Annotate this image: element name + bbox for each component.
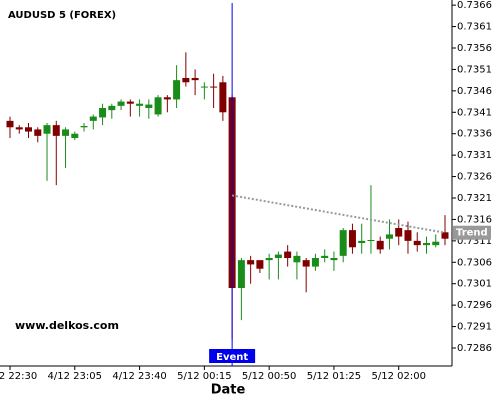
y-tick-label: 0.7331 [457, 150, 492, 161]
y-tick-label: 0.7336 [457, 129, 492, 140]
y-tick-label: 0.7316 [457, 214, 492, 225]
candle-body [43, 125, 51, 134]
y-tick-label: 0.7301 [457, 279, 492, 290]
candle-body [126, 101, 134, 104]
y-tick-label: 0.7341 [457, 107, 492, 118]
candle-body [191, 78, 199, 81]
candle-body [89, 116, 97, 121]
trend-line [231, 194, 446, 234]
candle-body [163, 97, 171, 100]
candle-body [432, 241, 440, 246]
y-tick-label: 0.7306 [457, 257, 492, 268]
y-tick-label: 0.7296 [457, 300, 492, 311]
y-tick-label: 0.7321 [457, 193, 492, 204]
y-tick-label: 0.7351 [457, 64, 492, 75]
candle-body [182, 78, 190, 83]
y-tick-label: 0.7361 [457, 22, 492, 33]
candle-body [117, 101, 125, 106]
y-tick-label: 0.7291 [457, 322, 492, 333]
candle-body [330, 258, 338, 261]
chart-title: AUDUSD 5 (FOREX) [8, 10, 116, 21]
watermark: www.delkos.com [15, 319, 119, 332]
candle-body [6, 120, 14, 128]
candle-body [358, 240, 366, 243]
candle-body [302, 260, 310, 267]
candle-body [413, 240, 421, 246]
candle-body [385, 234, 393, 239]
trend-label: Trend [456, 228, 488, 239]
candle-body [311, 258, 319, 267]
candle-body [99, 108, 107, 118]
candle-body [256, 260, 264, 269]
x-tick-label: 5/12 00:15 [177, 371, 231, 382]
candle-body [376, 240, 384, 250]
event-label: Event [216, 352, 248, 363]
candle-body [80, 126, 88, 128]
candle-body [200, 86, 208, 88]
candle-body [237, 260, 245, 288]
candle-body [136, 103, 144, 106]
candle-body [293, 255, 301, 263]
candle-body [404, 230, 412, 241]
x-axis-label: Date [211, 383, 246, 398]
candle-body [247, 260, 255, 265]
event-label-box [209, 349, 256, 363]
candle-body [71, 133, 79, 138]
candle-body [154, 97, 162, 115]
candle-body [339, 230, 347, 256]
trend-label-box [453, 225, 491, 240]
candle-body [219, 82, 227, 113]
candle-body [15, 127, 23, 130]
candle-body [274, 254, 282, 258]
candle-body [145, 104, 153, 108]
y-tick-label: 0.7366 [457, 0, 492, 11]
y-tick-label: 0.7311 [457, 236, 492, 247]
x-tick-label: 4/12 23:05 [48, 371, 102, 382]
candle-body [284, 251, 292, 258]
y-tick-label: 0.7356 [457, 43, 492, 54]
candle-body [321, 255, 329, 258]
x-tick-label: 4/12 23:40 [112, 371, 166, 382]
y-tick-label: 0.7326 [457, 172, 492, 183]
x-tick-label: 5/12 00:50 [242, 371, 296, 382]
x-tick-label: 5/12 02:00 [371, 371, 425, 382]
candle-body [441, 232, 449, 239]
candle-body [395, 228, 403, 237]
y-tick-label: 0.7286 [457, 343, 492, 354]
candle-body [108, 105, 116, 111]
x-tick-label: 4/12 22:30 [0, 371, 37, 382]
candle-body [34, 129, 42, 136]
candle-body [265, 258, 273, 261]
candle-body [52, 125, 60, 136]
candle-body [25, 127, 33, 132]
candle-body [173, 80, 181, 100]
candle-body [62, 129, 70, 136]
candle-body [367, 240, 375, 241]
y-tick-label: 0.7346 [457, 86, 492, 97]
candle-body [210, 86, 218, 88]
candle-body [348, 230, 356, 248]
candle-body [422, 243, 430, 246]
x-tick-label: 5/12 01:25 [307, 371, 361, 382]
